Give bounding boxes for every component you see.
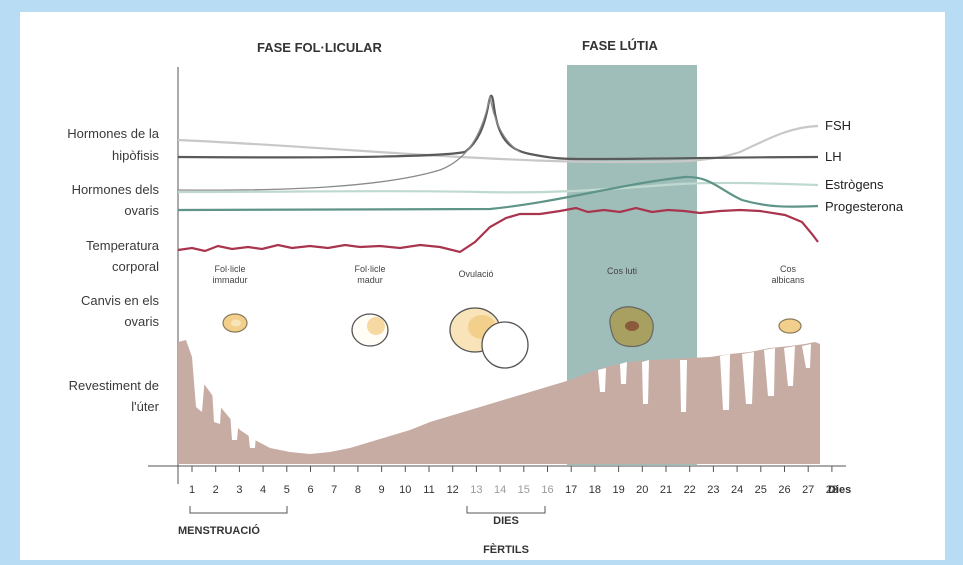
day-axis: 1 2 3 4 5 6 7 8 9 10 11 12 13 14 15 16 17 18 19 20 21 22 23 24 2…	[189, 466, 838, 496]
day-label: 22	[684, 484, 696, 496]
estrogens-curve	[177, 181, 819, 194]
lh-peak-shadow-curve	[177, 95, 521, 191]
ovary-changes-label-line1: Canvis en els	[81, 293, 160, 308]
day-label: 18	[589, 484, 601, 496]
day-label: 12	[447, 484, 459, 496]
immature-follicle-illustration	[222, 313, 248, 333]
temperature-curve	[177, 206, 819, 254]
luteal-phase-title: FASE LÚTIA	[582, 38, 658, 53]
lh-curve	[177, 94, 819, 161]
corpus-luteum-label: Cos luti	[607, 266, 637, 276]
lh-label: LH	[825, 149, 842, 164]
follicular-phase-title: FASE FOL·LICULAR	[257, 40, 383, 55]
day-label: 10	[399, 484, 411, 496]
fertile-days-label-line1: DIES	[493, 515, 519, 527]
immature-follicle-label-line2: immadur	[212, 275, 247, 285]
mature-follicle-label-line2: madur	[357, 275, 383, 285]
fsh-curve	[177, 124, 819, 164]
day-label: 16	[541, 484, 553, 496]
corpus-albicans-label-line2: albicans	[771, 275, 805, 285]
mature-follicle-label-line1: Fol·licle	[354, 264, 385, 274]
uterus-label-line2: l'úter	[131, 399, 159, 414]
fertile-days-label-line2: FÈRTILS	[483, 543, 529, 556]
uterus-label-line1: Revestiment de	[69, 378, 159, 393]
diagram-panel: FASE FOL·LICULAR FASE LÚTIA Hormones de …	[20, 12, 945, 560]
ovarian-label-line2: ovaris	[124, 203, 159, 218]
temperature-label-line2: corporal	[112, 259, 159, 274]
day-label: 21	[660, 484, 672, 496]
estrogens-label: Estrògens	[825, 177, 884, 192]
pituitary-label-line2: hipòfisis	[112, 148, 159, 163]
day-label: 14	[494, 484, 506, 496]
day-label: 8	[355, 484, 361, 496]
day-label: 2	[213, 484, 219, 496]
progesterone-curve	[177, 175, 819, 212]
menstrual-cycle-diagram: FASE FOL·LICULAR FASE LÚTIA Hormones de …	[67, 38, 904, 556]
day-label: 19	[612, 484, 624, 496]
day-label: 26	[778, 484, 790, 496]
day-label: 9	[379, 484, 385, 496]
day-label: 7	[331, 484, 337, 496]
day-label: 28	[826, 484, 838, 496]
day-label: 25	[755, 484, 767, 496]
fsh-label: FSH	[825, 118, 851, 133]
day-label: 5	[284, 484, 290, 496]
immature-follicle-label-line1: Fol·licle	[214, 264, 245, 274]
day-label: 13	[470, 484, 482, 496]
day-label: 11	[423, 484, 434, 496]
day-label: 4	[260, 484, 266, 496]
day-label: 6	[307, 484, 313, 496]
days-axis-label: Dies	[828, 484, 851, 496]
fertile-days-bracket	[466, 506, 546, 514]
ovary-changes-label-line2: ovaris	[124, 314, 159, 329]
corpus-albicans-label-line1: Cos	[780, 264, 797, 274]
menstruation-label: MENSTRUACIÓ	[178, 524, 260, 537]
pituitary-label-line1: Hormones de la	[67, 126, 160, 141]
day-label: 3	[236, 484, 242, 496]
menstruation-bracket	[189, 506, 288, 514]
day-label: 1	[189, 484, 195, 496]
day-label: 27	[802, 484, 814, 496]
mature-follicle-illustration	[351, 313, 389, 347]
day-label: 24	[731, 484, 743, 496]
day-label: 20	[636, 484, 648, 496]
ovulation-illustration	[449, 307, 529, 369]
progesterone-label: Progesterona	[825, 199, 904, 214]
ovulation-label: Ovulació	[458, 269, 493, 279]
ovarian-label-line1: Hormones dels	[72, 182, 160, 197]
corpus-albicans-illustration	[778, 318, 802, 334]
temperature-label-line1: Temperatura	[86, 238, 160, 253]
day-label: 15	[518, 484, 530, 496]
endometrium-lining	[178, 340, 820, 464]
day-label: 17	[565, 484, 577, 496]
day-label: 23	[707, 484, 719, 496]
corpus-luteum-illustration	[609, 306, 654, 348]
